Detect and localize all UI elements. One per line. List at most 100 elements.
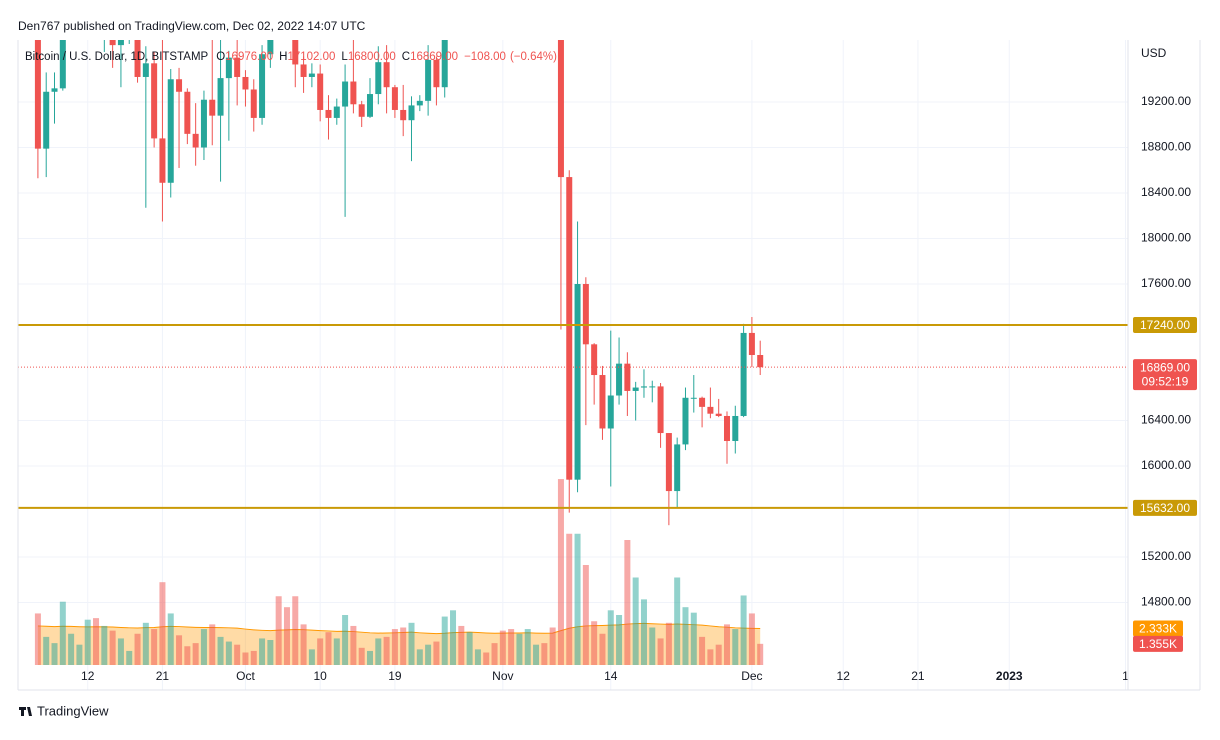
countdown: 09:52:19 [1142, 374, 1189, 388]
volume-bar [325, 632, 332, 665]
candle-body [425, 59, 432, 101]
candle-body [707, 406, 714, 414]
candle-body [690, 397, 697, 399]
volume-bar [582, 565, 589, 665]
x-tick-label: 12 [81, 669, 95, 683]
volume-bar [599, 633, 606, 665]
volume-bar [624, 540, 631, 665]
candle-body [350, 81, 357, 105]
candle-body [366, 94, 373, 117]
volume-bar [68, 633, 75, 665]
candle-body [34, 40, 41, 149]
x-tick-label: 12 [837, 669, 851, 683]
x-tick-label: Dec [741, 669, 762, 683]
volume-bar [184, 646, 191, 665]
x-tick-label: 2023 [996, 669, 1023, 683]
candle-body [117, 40, 124, 46]
volume-bar [200, 629, 207, 665]
grid [18, 40, 1128, 690]
volume-bar [408, 622, 415, 665]
volume-bar [474, 649, 481, 665]
candle-body [383, 62, 390, 88]
last-price-label: 16869.00 [1140, 360, 1190, 374]
candle-body [657, 386, 664, 434]
volume-bar [259, 638, 266, 665]
brand: TradingView [37, 703, 109, 718]
candle-body [408, 105, 415, 121]
candle-body [134, 40, 141, 77]
candle-body [358, 104, 365, 117]
volume-tag-label: 1.355K [1139, 637, 1177, 651]
volume-bar [740, 595, 747, 665]
y-tick-label: 18000.00 [1141, 231, 1191, 245]
candle-body [59, 40, 66, 89]
candle-body [732, 415, 739, 442]
volume-bar [441, 616, 448, 665]
legend: Bitcoin / U.S. Dollar, 1D, BITSTAMP O1697… [25, 51, 557, 63]
candle-body [757, 355, 764, 368]
volume-bar [732, 629, 739, 665]
candle-body [591, 344, 598, 376]
volume-bar [342, 615, 349, 665]
y-tick-label: 16400.00 [1141, 413, 1191, 427]
volume-bar [533, 644, 540, 665]
candle-body [51, 88, 58, 92]
volume-bar [117, 638, 124, 665]
volume-bar [491, 643, 498, 665]
legend-key: O [216, 51, 225, 63]
candle-body [333, 106, 340, 118]
y-tick-label: 19200.00 [1141, 94, 1191, 108]
candle-body [300, 64, 307, 77]
overlay: 19200.00 18800.00 18400.00 18000.00 17600.00… [18, 94, 1197, 683]
volume-bar [557, 479, 564, 665]
legend-title: Bitcoin / U.S. Dollar, 1D, BITSTAMP [25, 51, 209, 63]
legend-value: 16869.00 [410, 51, 458, 63]
volume-bar [516, 633, 523, 665]
volume-bar [699, 636, 706, 665]
volume-bar [665, 622, 672, 665]
level-tag [1133, 499, 1197, 516]
x-tick-label: 21 [911, 669, 925, 683]
candle-body [342, 81, 349, 107]
volume-bar [757, 643, 764, 665]
candle-body [242, 76, 249, 90]
brand-logo [19, 707, 32, 716]
volume-bar [632, 577, 639, 665]
x-tick-label: 10 [314, 669, 328, 683]
volume-bar [142, 622, 149, 665]
volume-bar [375, 638, 382, 665]
volume-bar [176, 635, 183, 665]
volume-bar [715, 644, 722, 665]
candle-body [151, 63, 158, 139]
plot-area [34, 40, 764, 665]
volume-bar [159, 582, 166, 665]
volume-ma-line [37, 622, 761, 635]
volume-bar [466, 632, 473, 665]
candle-body [391, 87, 398, 110]
candle-body [317, 73, 324, 110]
candle-body [416, 100, 423, 106]
volume-bar [616, 615, 623, 665]
volume-bar [34, 613, 41, 665]
candle-body [723, 415, 730, 442]
candle-body [699, 397, 706, 407]
legend-value: 16800.00 [348, 51, 396, 63]
y-tick-label: 17600.00 [1141, 276, 1191, 290]
volume-bar [317, 638, 324, 665]
volume-bar [308, 649, 315, 665]
candle-body [292, 40, 299, 65]
candle-body [624, 363, 631, 391]
candle-body [109, 40, 116, 46]
volume-tag [1133, 620, 1183, 637]
volume-bar [400, 627, 407, 665]
candle-body [192, 133, 199, 148]
legend-value: 16976.00 [225, 51, 273, 63]
volume-bar [51, 643, 58, 665]
y-tick-label: 14800.00 [1141, 595, 1191, 609]
candle-body [142, 63, 149, 77]
volume-bar [541, 643, 548, 665]
x-tick-label: 14 [604, 669, 618, 683]
volume-bar [59, 601, 66, 665]
volume-bar [209, 624, 216, 665]
volume-bar [109, 630, 116, 665]
